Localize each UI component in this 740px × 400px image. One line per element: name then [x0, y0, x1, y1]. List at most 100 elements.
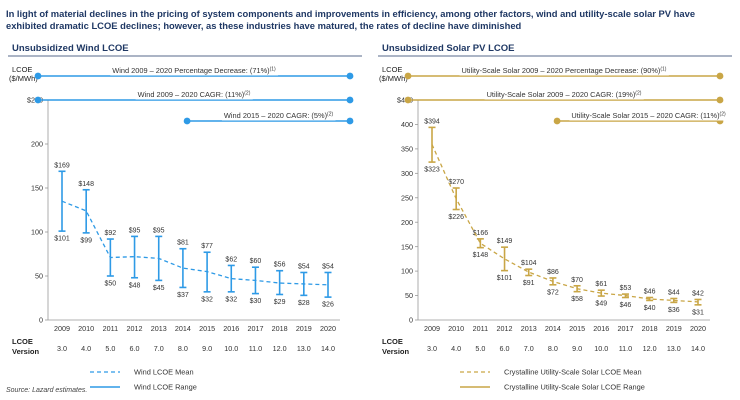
version-row-label-line-2: Version [12, 347, 40, 356]
high-value-label: $54 [298, 263, 310, 270]
x-tick-label: 2016 [223, 324, 239, 333]
x-tick-label: 2020 [690, 324, 706, 333]
high-value-label: $95 [153, 227, 165, 234]
chart-title: Unsubsidized Wind LCOE [12, 43, 129, 54]
version-label: 4.0 [81, 344, 91, 353]
mean-line [61, 200, 329, 286]
version-row-label-line-1: LCOE [12, 337, 33, 346]
annotation-end-dot [346, 96, 354, 104]
low-value-label: $28 [298, 300, 310, 307]
x-tick-label: 2018 [272, 324, 288, 333]
low-value-label: $323 [424, 167, 440, 174]
x-tick-label: 2015 [569, 324, 585, 333]
x-tick-label: 2011 [473, 324, 488, 333]
x-tick-label: 2020 [320, 324, 336, 333]
annotation-start-dot [183, 117, 191, 125]
low-value-label: $40 [644, 305, 656, 312]
mean-line [431, 144, 699, 303]
annotation-text: Wind 2009 – 2020 Percentage Decrease: (7… [112, 66, 276, 75]
low-value-label: $36 [668, 307, 680, 314]
x-tick-label: 2011 [103, 324, 118, 333]
low-value-label: $30 [250, 298, 262, 305]
y-tick-label: 50 [35, 272, 43, 281]
low-value-label: $32 [225, 296, 237, 303]
version-label: 10.0 [224, 344, 238, 353]
low-value-label: $148 [473, 252, 489, 259]
high-value-label: $54 [322, 263, 334, 270]
high-value-label: $104 [521, 260, 537, 267]
solar-lcoe-chart: Unsubsidized Solar PV LCOELCOE($/MWh)050… [378, 43, 732, 392]
y-tick-label: 50 [405, 291, 413, 300]
annotation-start-dot [404, 96, 412, 104]
low-value-label: $50 [105, 281, 117, 288]
low-value-label: $31 [692, 309, 704, 316]
low-value-label: $99 [80, 237, 92, 244]
high-value-label: $81 [177, 240, 189, 247]
version-row-label-line-1: LCOE [382, 337, 403, 346]
annotation-end-dot [346, 117, 354, 125]
x-tick-label: 2015 [199, 324, 215, 333]
low-value-label: $37 [177, 292, 189, 299]
annotation-text-background [569, 110, 729, 121]
high-value-label: $77 [201, 243, 213, 250]
version-label: 13.0 [297, 344, 311, 353]
x-tick-label: 2017 [617, 324, 633, 333]
version-label: 14.0 [691, 344, 705, 353]
x-tick-label: 2014 [545, 324, 561, 333]
legend-label-mean: Wind LCOE Mean [134, 368, 194, 377]
annotation-text-background [484, 89, 644, 100]
low-value-label: $26 [322, 302, 334, 309]
low-value-label: $72 [547, 289, 559, 296]
x-tick-label: 2019 [296, 324, 312, 333]
annotation-text: Wind 2015 – 2020 CAGR: (5%)(2) [224, 111, 334, 120]
version-label: 10.0 [594, 344, 608, 353]
high-value-label: $86 [547, 269, 559, 276]
high-value-label: $95 [129, 227, 141, 234]
version-label: 11.0 [249, 344, 262, 353]
x-tick-label: 2016 [593, 324, 609, 333]
version-label: 7.0 [524, 344, 534, 353]
x-tick-label: 2010 [78, 324, 94, 333]
version-label: 9.0 [202, 344, 212, 353]
x-tick-label: 2017 [247, 324, 263, 333]
x-tick-label: 2010 [448, 324, 464, 333]
x-tick-label: 2009 [54, 324, 70, 333]
y-tick-label: 100 [401, 267, 413, 276]
high-value-label: $53 [620, 285, 632, 292]
version-label: 7.0 [154, 344, 164, 353]
y-tick-label: 100 [31, 228, 43, 237]
low-value-label: $49 [595, 301, 607, 308]
y-tick-label: 200 [31, 140, 43, 149]
annotation-start-dot [404, 72, 412, 80]
y-tick-label: 400 [401, 120, 413, 129]
version-label: 5.0 [475, 344, 485, 353]
high-value-label: $46 [644, 289, 656, 296]
low-value-label: $46 [620, 302, 632, 309]
version-label: 13.0 [667, 344, 681, 353]
version-row-label-line-2: Version [382, 347, 410, 356]
y-axis-label-line-1: LCOE [12, 65, 32, 74]
chart-title: Unsubsidized Solar PV LCOE [382, 43, 515, 54]
x-tick-label: 2012 [127, 324, 143, 333]
annotation-start-dot [34, 72, 42, 80]
high-value-label: $149 [497, 238, 513, 245]
version-label: 3.0 [427, 344, 437, 353]
version-label: 6.0 [500, 344, 510, 353]
x-tick-label: 2018 [642, 324, 658, 333]
high-value-label: $60 [250, 258, 262, 265]
version-label: 12.0 [273, 344, 287, 353]
version-label: 11.0 [619, 344, 632, 353]
x-tick-label: 2012 [497, 324, 513, 333]
x-tick-label: 2013 [521, 324, 537, 333]
y-tick-label: 300 [401, 169, 413, 178]
annotation-text-background [135, 89, 253, 100]
annotation-text-background [110, 65, 279, 76]
version-label: 5.0 [105, 344, 115, 353]
low-value-label: $91 [523, 280, 535, 287]
low-value-label: $101 [54, 236, 70, 243]
y-tick-label: 150 [401, 242, 413, 251]
y-tick-label: 0 [39, 316, 43, 325]
version-label: 4.0 [451, 344, 461, 353]
version-label: 8.0 [548, 344, 558, 353]
y-tick-label: 250 [401, 193, 413, 202]
